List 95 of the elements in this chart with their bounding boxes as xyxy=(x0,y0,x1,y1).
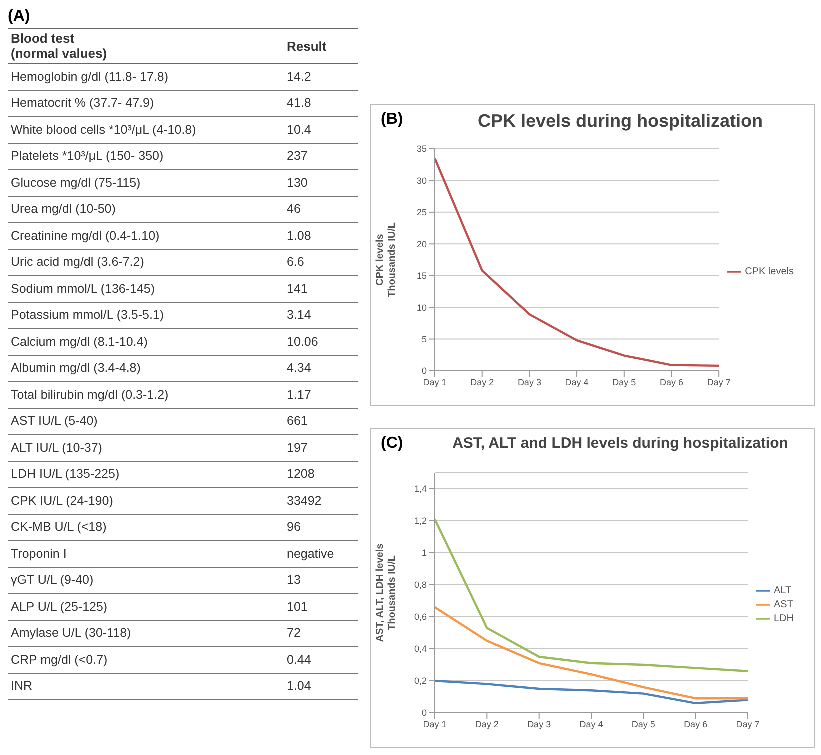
category-label: AST IU/L (5-40) xyxy=(10,413,99,430)
y-tick-label: 0,8 xyxy=(414,580,427,590)
y-tick-label: 1,2 xyxy=(414,516,427,526)
text: 4.34 xyxy=(287,361,312,376)
text: 72 xyxy=(287,626,301,640)
text: negative xyxy=(287,546,334,561)
x-tick-label: Day 1 xyxy=(423,377,447,388)
text: 237 xyxy=(287,149,308,164)
y-tick-label: 0,4 xyxy=(414,644,427,654)
category-label: Albumin mg/dl (3.4-4.8) xyxy=(10,360,142,378)
x-tick-label: Day 1 xyxy=(423,719,447,730)
legend-label: ALT xyxy=(774,586,792,597)
text: 130 xyxy=(287,176,308,190)
text: 13 xyxy=(287,573,301,588)
x-tick-label: Day 2 xyxy=(475,719,499,730)
text: 14.2 xyxy=(287,70,312,84)
legend-label: LDH xyxy=(774,614,794,625)
category-label: INR xyxy=(10,678,34,696)
text: 101 xyxy=(287,600,308,614)
y-tick-label: 0,6 xyxy=(414,612,427,622)
category-label: Hemoglobin g/dl (11.8- 17.8) xyxy=(10,68,170,86)
y-tick-label: 0 xyxy=(422,366,427,376)
line-series xyxy=(434,606,750,700)
text: 0.44 xyxy=(287,652,312,667)
y-tick-label: 20 xyxy=(416,239,427,250)
category-label: Calcium mg/dl (8.1-10.4) xyxy=(10,334,149,351)
x-tick-label: Day 5 xyxy=(632,719,656,730)
text: 33492 xyxy=(287,494,322,508)
y-tick-label: 5 xyxy=(422,334,427,344)
category-label: Potassium mmol/L (3.5-5.1) xyxy=(10,307,166,324)
y-tick-label: 0,2 xyxy=(414,676,427,686)
category-label: Total bilirubin mg/dl (0.3-1.2) xyxy=(10,386,170,404)
x-tick-label: Day 4 xyxy=(580,719,604,730)
text: (A) xyxy=(8,8,32,26)
text: 3.14 xyxy=(287,308,312,322)
text: 1.17 xyxy=(287,388,312,402)
text: (B) xyxy=(381,111,404,129)
y-axis-title: CPK levels Thousands IU/L xyxy=(375,222,398,298)
text: 1.04 xyxy=(287,679,312,694)
category-label: Glucose mg/dl (75-115) xyxy=(10,174,142,192)
y-tick-label: 25 xyxy=(416,208,427,218)
category-label: CRP mg/dl (<0.7) xyxy=(10,652,109,669)
category-label: Platelets *10³/μL (150- 350) xyxy=(10,148,165,166)
y-tick-label: 35 xyxy=(416,144,427,154)
category-label: CK-MB U/L (<18) xyxy=(10,519,108,536)
x-tick-label: Day 3 xyxy=(528,719,552,730)
category-label: Creatinine mg/dl (0.4-1.10) xyxy=(10,228,161,245)
text: 10.06 xyxy=(287,334,318,349)
x-tick-label: Day 7 xyxy=(736,719,760,730)
text: 141 xyxy=(287,282,308,296)
text: 46 xyxy=(287,202,301,216)
x-tick-label: Day 4 xyxy=(565,377,589,388)
category-label: Amylase U/L (30-118) xyxy=(10,625,132,642)
line-series xyxy=(434,157,720,368)
text: Result xyxy=(286,38,328,56)
text: 197 xyxy=(287,440,308,455)
category-label: ALT IU/L (10-37) xyxy=(10,440,104,457)
text: 41.8 xyxy=(287,96,312,110)
x-tick-label: Day 6 xyxy=(684,719,708,730)
text: (C) xyxy=(381,435,404,453)
chart-title: CPK levels during hospitalization xyxy=(476,111,764,132)
y-tick-label: 1 xyxy=(422,548,427,558)
category-label: γGT U/L (9-40) xyxy=(10,572,95,590)
x-tick-label: Day 2 xyxy=(470,377,494,388)
category-label: Uric acid mg/dl (3.6-7.2) xyxy=(10,254,146,272)
x-tick-label: Day 5 xyxy=(612,377,636,388)
text: 96 xyxy=(287,520,301,534)
category-label: White blood cells *10³/μL (4-10.8) xyxy=(10,122,198,139)
chart-title: AST, ALT and LDH levels during hospitalization xyxy=(452,435,790,452)
y-tick-label: 10 xyxy=(416,302,427,313)
category-label: Urea mg/dl (10-50) xyxy=(10,201,117,218)
category-label: Sodium mmol/L (136-145) xyxy=(10,280,156,298)
x-tick-label: Day 7 xyxy=(707,377,731,388)
legend-label: AST xyxy=(774,600,794,611)
y-axis-title: AST, ALT, LDH levels Thousands IU/L xyxy=(375,543,398,642)
y-tick-label: 30 xyxy=(416,176,427,186)
text: 1.08 xyxy=(287,228,312,243)
y-tick-label: 0 xyxy=(422,708,427,718)
legend-label: CPK levels xyxy=(745,266,794,278)
category-label: Troponin I xyxy=(10,546,68,563)
y-tick-label: 1,4 xyxy=(414,484,427,494)
category-label: LDH IU/L (135-225) xyxy=(10,466,121,484)
x-tick-label: Day 3 xyxy=(518,377,542,388)
text: 10.4 xyxy=(287,122,312,137)
text: 6.6 xyxy=(287,255,304,270)
x-tick-label: Day 6 xyxy=(660,377,684,388)
category-label: ALP U/L (25-125) xyxy=(10,598,109,616)
category-label: Hematocrit % (37.7- 47.9) xyxy=(10,95,156,112)
text: Blood test (normal values) xyxy=(10,30,108,63)
text: 1208 xyxy=(287,467,315,482)
line-series xyxy=(434,518,750,672)
y-tick-label: 15 xyxy=(416,271,427,282)
line-series xyxy=(434,680,750,704)
text: 661 xyxy=(287,414,308,428)
category-label: CPK IU/L (24-190) xyxy=(10,492,114,510)
